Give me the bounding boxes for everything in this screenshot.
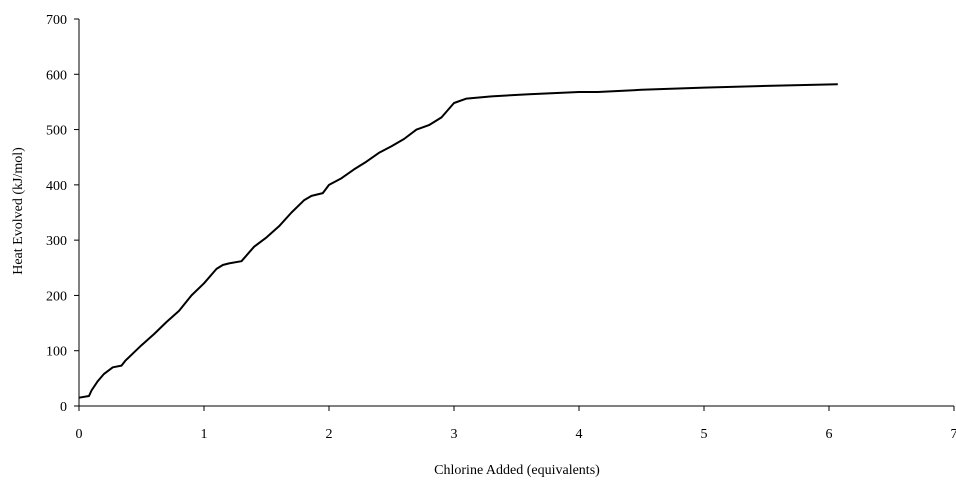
series-layer: [78, 83, 838, 399]
axes: [78, 19, 954, 407]
x-tick-label: 0: [76, 427, 83, 442]
x-tick-label: 2: [326, 427, 333, 442]
y-tick-label: 600: [46, 68, 67, 83]
y-tick-label: 100: [46, 345, 67, 360]
x-axis-label: Chlorine Added (equivalents): [434, 463, 600, 478]
x-tick-label: 5: [701, 427, 708, 442]
x-ticks: 0 1 2 3 4 5 6 7: [76, 406, 956, 442]
x-tick-label: 1: [201, 427, 208, 442]
y-tick-label: 400: [46, 179, 67, 194]
x-tick-label: 3: [451, 427, 458, 442]
y-tick-label: 0: [60, 400, 67, 415]
x-tick-label: 6: [826, 427, 833, 442]
y-axis-label: Heat Evolved (kJ/mol): [11, 147, 26, 275]
x-tick-label: 4: [576, 427, 583, 442]
y-tick-label: 200: [46, 289, 67, 304]
x-tick-label: 7: [951, 427, 956, 442]
y-ticks: 0 100 200 300 400 500 600 700: [46, 13, 79, 415]
y-tick-label: 500: [46, 124, 67, 139]
y-tick-label: 300: [46, 234, 67, 249]
y-tick-label: 700: [46, 13, 67, 28]
series-line: [78, 83, 838, 399]
